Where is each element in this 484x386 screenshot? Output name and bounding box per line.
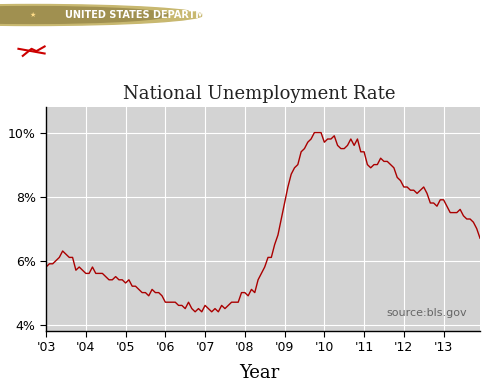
Circle shape	[0, 5, 202, 25]
Text: National Unemployment Rate: National Unemployment Rate	[123, 85, 395, 103]
Text: UNITED STATES DEPARTMENT OF LABOR: UNITED STATES DEPARTMENT OF LABOR	[65, 10, 285, 20]
Text: Year: Year	[239, 364, 279, 382]
Text: ★: ★	[13, 32, 50, 74]
Text: Bureau of Labor Statistics: Bureau of Labor Statistics	[63, 44, 349, 63]
Circle shape	[0, 7, 168, 24]
Text: ★: ★	[30, 12, 36, 18]
Text: source:bls.gov: source:bls.gov	[386, 308, 466, 318]
